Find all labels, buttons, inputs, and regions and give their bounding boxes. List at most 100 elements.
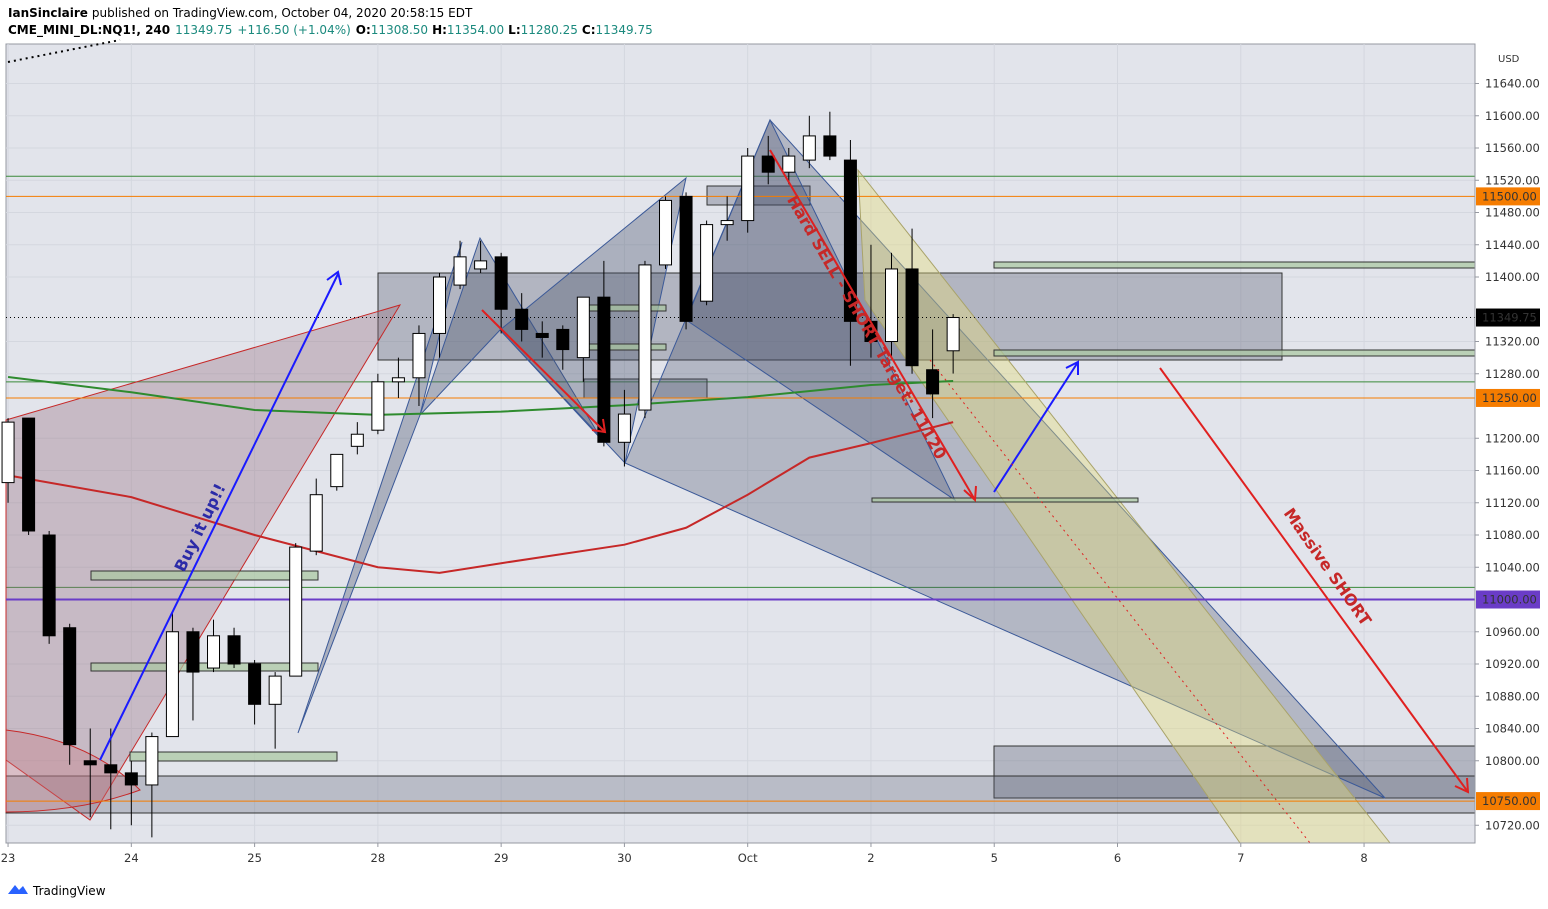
candle-body bbox=[391, 377, 405, 383]
arrow bbox=[481, 309, 606, 433]
y-tick-label: 11480.00 bbox=[1485, 206, 1540, 220]
arrow bbox=[769, 149, 976, 501]
candle-body bbox=[823, 135, 837, 157]
level-box bbox=[993, 349, 1476, 357]
candle-body bbox=[248, 663, 262, 705]
level-box bbox=[871, 497, 1139, 503]
arrow-head bbox=[963, 485, 977, 503]
arrows bbox=[7, 39, 1470, 844]
level-box bbox=[90, 570, 319, 581]
y-tick-label: 10920.00 bbox=[1485, 657, 1540, 671]
candle-body bbox=[309, 494, 323, 552]
h: 11354.00 bbox=[447, 23, 504, 37]
candle-body bbox=[659, 199, 673, 266]
projection bbox=[929, 359, 1311, 844]
arrow-head bbox=[1454, 777, 1470, 794]
price-label-box bbox=[1476, 308, 1540, 327]
x-tick-label: 24 bbox=[124, 851, 139, 865]
candle-body bbox=[946, 317, 960, 352]
y-tick-label: 11040.00 bbox=[1485, 560, 1540, 574]
y-tick-label: 11440.00 bbox=[1485, 238, 1540, 252]
candle-body bbox=[802, 135, 816, 161]
candle-body bbox=[83, 760, 97, 766]
zone bbox=[377, 272, 1283, 361]
candle-body bbox=[124, 772, 138, 786]
zone bbox=[706, 185, 811, 206]
axes: 11640.00 11600.00 11560.00 11520.00 11480.00… bbox=[1, 77, 1540, 865]
candle-body bbox=[679, 195, 693, 322]
candle-body bbox=[371, 381, 385, 431]
harmonic-pattern bbox=[5, 729, 141, 813]
candle-body bbox=[104, 764, 118, 774]
level-box bbox=[583, 304, 667, 312]
l: 11280.25 bbox=[521, 23, 578, 37]
candle-body bbox=[207, 635, 221, 669]
candle-body bbox=[145, 736, 159, 786]
candle-body bbox=[556, 328, 570, 351]
candle-body bbox=[330, 453, 344, 488]
candle-body bbox=[22, 417, 36, 532]
x-tick-label: 2 bbox=[867, 851, 874, 865]
candle-body bbox=[576, 296, 590, 359]
price-label-box bbox=[1476, 187, 1540, 206]
candle-body bbox=[700, 224, 714, 302]
y-tick-label: 10840.00 bbox=[1485, 722, 1540, 736]
zone bbox=[993, 745, 1476, 799]
candle-body bbox=[761, 155, 775, 173]
grid bbox=[6, 44, 1475, 843]
candle-body bbox=[63, 627, 77, 746]
author: IanSinclaire bbox=[8, 6, 88, 20]
x-tick-label: 28 bbox=[371, 851, 386, 865]
plot-area bbox=[5, 43, 1476, 844]
candle-body bbox=[268, 675, 282, 705]
brand: TradingView bbox=[32, 884, 106, 898]
level-box bbox=[993, 261, 1476, 269]
x-tick-label: 29 bbox=[494, 851, 509, 865]
arrow-head bbox=[326, 270, 342, 286]
o: 11308.50 bbox=[371, 23, 428, 37]
price-label: 11250.00 bbox=[1482, 391, 1537, 405]
candle-body bbox=[42, 534, 56, 637]
candle-body bbox=[617, 413, 631, 443]
candle-body bbox=[474, 260, 488, 270]
x-tick-label: 8 bbox=[1360, 851, 1367, 865]
price-label-box bbox=[1476, 590, 1540, 609]
candle-body bbox=[1, 421, 15, 484]
currency: USD bbox=[1498, 54, 1520, 65]
y-tick-label: 11520.00 bbox=[1485, 173, 1540, 187]
y-tick-label: 11640.00 bbox=[1485, 77, 1540, 91]
candle-body bbox=[453, 256, 467, 286]
candle-body bbox=[227, 635, 241, 665]
candle-body bbox=[186, 631, 200, 673]
candle-body bbox=[720, 220, 734, 226]
o-label: O: bbox=[356, 23, 371, 37]
x-tick-label: 6 bbox=[1114, 851, 1121, 865]
c-label: C: bbox=[582, 23, 596, 37]
x-tick-label: 7 bbox=[1237, 851, 1244, 865]
candle-body bbox=[412, 332, 426, 379]
candle-body bbox=[885, 268, 899, 343]
x-tick-label: 5 bbox=[991, 851, 998, 865]
y-tick-label: 11320.00 bbox=[1485, 335, 1540, 349]
price-axis bbox=[1476, 44, 1540, 843]
candle-body bbox=[535, 332, 549, 338]
arrow-head bbox=[1065, 360, 1079, 375]
y-tick-label: 11200.00 bbox=[1485, 431, 1540, 445]
l-label: L: bbox=[508, 23, 520, 37]
candle-body bbox=[905, 268, 919, 367]
price-label: 11349.75 bbox=[1482, 311, 1537, 325]
candle-body bbox=[638, 264, 652, 411]
candle-body bbox=[165, 631, 179, 738]
header-line: CME_MINI_DL:NQ1!, 240 11349.75 +116.50 (+1… bbox=[8, 23, 653, 38]
y-tick-label: 11160.00 bbox=[1485, 464, 1540, 478]
candle-body bbox=[433, 276, 447, 334]
last: 11349.75 bbox=[175, 23, 232, 37]
h-label: H: bbox=[432, 23, 447, 37]
candle-body bbox=[515, 308, 529, 330]
arrow bbox=[1159, 367, 1469, 793]
y-tick-label: 11120.00 bbox=[1485, 496, 1540, 510]
candle-body bbox=[782, 155, 796, 173]
level-box bbox=[583, 343, 667, 351]
y-tick-label: 10880.00 bbox=[1485, 689, 1540, 703]
